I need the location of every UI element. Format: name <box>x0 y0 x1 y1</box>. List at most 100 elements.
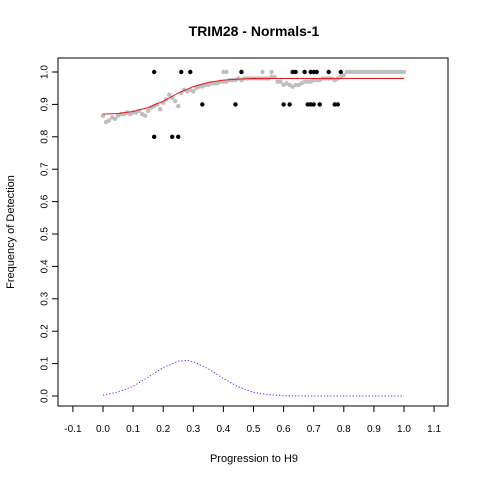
observed-point <box>151 134 157 139</box>
plot-frame <box>57 57 449 407</box>
smoothed-point <box>269 69 274 75</box>
observed-point <box>311 102 316 107</box>
x-tick-label: 0.8 <box>337 424 351 435</box>
observed-point <box>176 134 181 139</box>
x-tick-label: 0.9 <box>367 424 381 435</box>
observed-point <box>239 69 244 75</box>
smoothed-point <box>106 118 112 123</box>
density-curve <box>102 359 404 397</box>
y-tick-label: 0.6 <box>40 194 51 208</box>
x-axis-label: Progression to H9 <box>210 453 298 465</box>
smoothed-point <box>260 69 265 75</box>
y-tick-label: 0.0 <box>40 389 51 403</box>
smoothed-point <box>191 89 196 94</box>
observed-point <box>293 69 298 75</box>
x-tick-label: 0.3 <box>186 424 200 435</box>
smoothed-point <box>353 69 359 75</box>
observed-point <box>233 102 238 107</box>
observed-point <box>311 69 316 75</box>
y-axis: 0.0 0.1 0.2 0.3 0.4 0.5 0.6 0.7 0.8 0.9 1.0 <box>40 65 59 403</box>
smoothed-point <box>221 69 226 75</box>
y-tick-label: 0.2 <box>40 324 51 338</box>
smoothed-point <box>275 79 280 84</box>
smoothed-point <box>145 108 151 114</box>
smoothed-point <box>362 69 368 75</box>
smoothed-point <box>356 69 362 75</box>
smoothed-point <box>401 69 407 75</box>
y-tick-label: 0.4 <box>40 259 51 273</box>
observed-point <box>326 69 331 75</box>
observed-point <box>170 134 175 139</box>
smoothed-point <box>374 69 380 75</box>
x-tick-label: 1.1 <box>427 424 441 435</box>
x-axis: -0.1 0.0 0.1 0.2 0.3 0.4 0.5 0.6 0.7 0.8 0.9 1.0 1.1 <box>64 405 441 435</box>
smoothed-point <box>293 82 298 88</box>
observed-point <box>188 69 193 75</box>
smoothed-point <box>380 69 386 75</box>
smoothed-point <box>112 116 118 122</box>
observed-point <box>317 102 322 107</box>
smoothed-point <box>398 69 404 75</box>
smoothed-point <box>272 74 277 80</box>
y-tick-label: 1.0 <box>40 65 51 79</box>
y-tick-label: 0.3 <box>40 291 51 305</box>
smoothed-point <box>302 79 307 84</box>
smoothed-point <box>212 81 217 86</box>
smoothed-point <box>365 69 371 75</box>
smoothed-point <box>350 69 356 75</box>
x-tick-label: 1.0 <box>397 424 411 435</box>
observed-series <box>151 69 343 139</box>
observed-point <box>308 69 313 75</box>
smoothed-point <box>383 69 389 75</box>
fit-curve <box>102 78 404 115</box>
smoothed-point <box>386 69 392 75</box>
x-tick-label: 0.4 <box>216 424 230 435</box>
observed-point <box>179 69 184 75</box>
smoothed-point <box>278 79 283 84</box>
observed-point <box>305 102 310 107</box>
smoothed-point <box>142 113 148 118</box>
smoothed-point <box>389 69 395 75</box>
observed-point <box>281 102 286 107</box>
smoothed-point <box>344 69 350 75</box>
observed-point <box>308 102 313 107</box>
observed-point <box>332 102 337 107</box>
x-tick-label: 0.5 <box>247 424 261 435</box>
observed-point <box>287 102 292 107</box>
observed-point <box>335 102 340 107</box>
observed-point <box>151 69 157 75</box>
y-axis-label: Frequency of Detection <box>5 175 17 289</box>
smoothed-point <box>341 73 346 78</box>
smoothed-point <box>377 69 383 75</box>
x-tick-label: 0.1 <box>126 424 140 435</box>
smoothed-point <box>392 69 398 75</box>
smoothed-point <box>395 69 401 75</box>
observed-point <box>290 69 295 75</box>
smoothed-point <box>269 74 274 80</box>
smoothed-point <box>157 107 163 112</box>
smoothed-point <box>176 103 181 109</box>
x-tick-label: 0.6 <box>277 424 291 435</box>
smoothed-point <box>167 92 172 97</box>
smoothed-point <box>173 98 178 104</box>
smoothed-point <box>347 69 353 75</box>
y-tick-label: 0.1 <box>40 356 51 370</box>
observed-point <box>302 69 307 75</box>
chart-title: TRIM28 - Normals-1 <box>189 23 320 39</box>
x-tick-label: -0.1 <box>64 424 82 435</box>
x-tick-label: 0.7 <box>307 424 321 435</box>
smoothed-point <box>368 69 374 75</box>
smoothed-series <box>100 69 407 125</box>
smoothed-point <box>100 113 106 118</box>
observed-point <box>314 69 319 75</box>
y-tick-label: 0.7 <box>40 162 51 176</box>
observed-point <box>200 102 205 107</box>
smoothed-point <box>224 69 229 75</box>
smoothed-point <box>305 79 310 84</box>
y-tick-label: 0.8 <box>40 129 51 143</box>
smoothed-point <box>371 69 377 75</box>
smoothed-point <box>359 69 365 75</box>
x-tick-label: 0.0 <box>96 424 110 435</box>
observed-point <box>338 69 343 75</box>
